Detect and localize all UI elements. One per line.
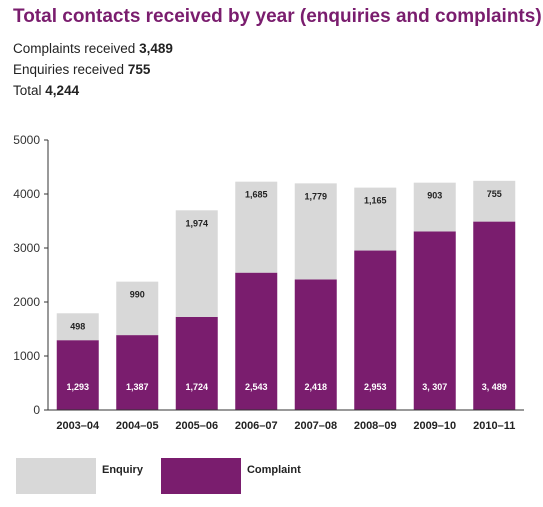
data-label-enquiry: 1,685 [245, 190, 268, 200]
data-label-complaint: 2,418 [304, 382, 327, 392]
bar-enquiry [175, 210, 218, 317]
x-category-label: 2004–05 [116, 420, 159, 432]
legend-swatch-complaint [160, 458, 241, 494]
bar-complaint [116, 335, 159, 410]
x-category-label: 2007–08 [294, 420, 337, 432]
legend-item-enquiry: Enquiry [16, 458, 143, 494]
complaints-summary-value: 3,489 [139, 41, 173, 56]
enquiries-summary-value: 755 [127, 62, 151, 77]
bar-complaint [473, 221, 516, 410]
total-summary: Total 4,244 [13, 80, 173, 101]
data-label-enquiry: 1,165 [364, 196, 387, 206]
data-label-complaint: 3, 307 [422, 382, 447, 392]
data-label-enquiry: 1,779 [304, 191, 327, 201]
data-label-complaint: 1,387 [126, 382, 149, 392]
y-tick-label: 0 [33, 403, 40, 417]
bar-complaint [413, 231, 456, 410]
summary-stats: Complaints received 3,489 Enquiries rece… [13, 38, 173, 101]
data-label-complaint: 2,543 [245, 382, 268, 392]
bar-complaint [175, 316, 218, 410]
total-summary-label: Total [13, 83, 42, 98]
y-tick-label: 4000 [13, 187, 40, 201]
bar-enquiry [473, 180, 516, 222]
y-tick-label: 1000 [13, 349, 40, 363]
data-label-complaint: 2,953 [364, 382, 387, 392]
bar-enquiry [235, 181, 278, 273]
data-label-enquiry: 755 [487, 189, 502, 199]
x-category-label: 2009–10 [413, 420, 456, 432]
x-category-label: 2005–06 [175, 420, 218, 432]
x-category-label: 2010–11 [473, 420, 515, 432]
bar-enquiry [413, 182, 456, 232]
data-label-complaint: 1,293 [66, 382, 89, 392]
data-label-enquiry: 1,974 [185, 218, 208, 228]
enquiries-summary-label: Enquiries received [13, 62, 125, 77]
complaints-summary: Complaints received 3,489 [13, 38, 173, 59]
complaints-summary-label: Complaints received [13, 41, 136, 56]
bar-complaint [354, 250, 397, 410]
data-label-enquiry: 498 [70, 321, 85, 331]
data-label-enquiry: 990 [130, 290, 145, 300]
legend-item-complaint: Complaint [160, 458, 301, 494]
data-label-complaint: 3, 489 [482, 382, 507, 392]
legend-label-complaint: Complaint [246, 464, 301, 476]
bar-enquiry [294, 183, 337, 280]
bar-complaint [56, 340, 99, 410]
x-category-label: 2003–04 [56, 420, 100, 432]
x-category-label: 2008–09 [354, 420, 397, 432]
data-label-complaint: 1,724 [185, 382, 208, 392]
x-category-label: 2006–07 [235, 420, 278, 432]
bar-enquiry [116, 281, 159, 336]
enquiries-summary: Enquiries received 755 [13, 59, 173, 80]
bar-complaint [235, 272, 278, 410]
data-label-enquiry: 903 [427, 191, 442, 201]
total-summary-value: 4,244 [45, 83, 80, 98]
y-tick-label: 3000 [13, 241, 40, 255]
legend-label-enquiry: Enquiry [102, 464, 143, 476]
bar-enquiry [354, 187, 397, 251]
legend: Enquiry Complaint [16, 458, 319, 494]
y-tick-label: 5000 [13, 133, 40, 147]
chart-title: Total contacts received by year (enquiri… [13, 6, 542, 27]
legend-swatch-enquiry [16, 458, 96, 494]
y-tick-label: 2000 [13, 295, 40, 309]
bar-complaint [294, 279, 337, 410]
bar-enquiry [56, 313, 99, 341]
